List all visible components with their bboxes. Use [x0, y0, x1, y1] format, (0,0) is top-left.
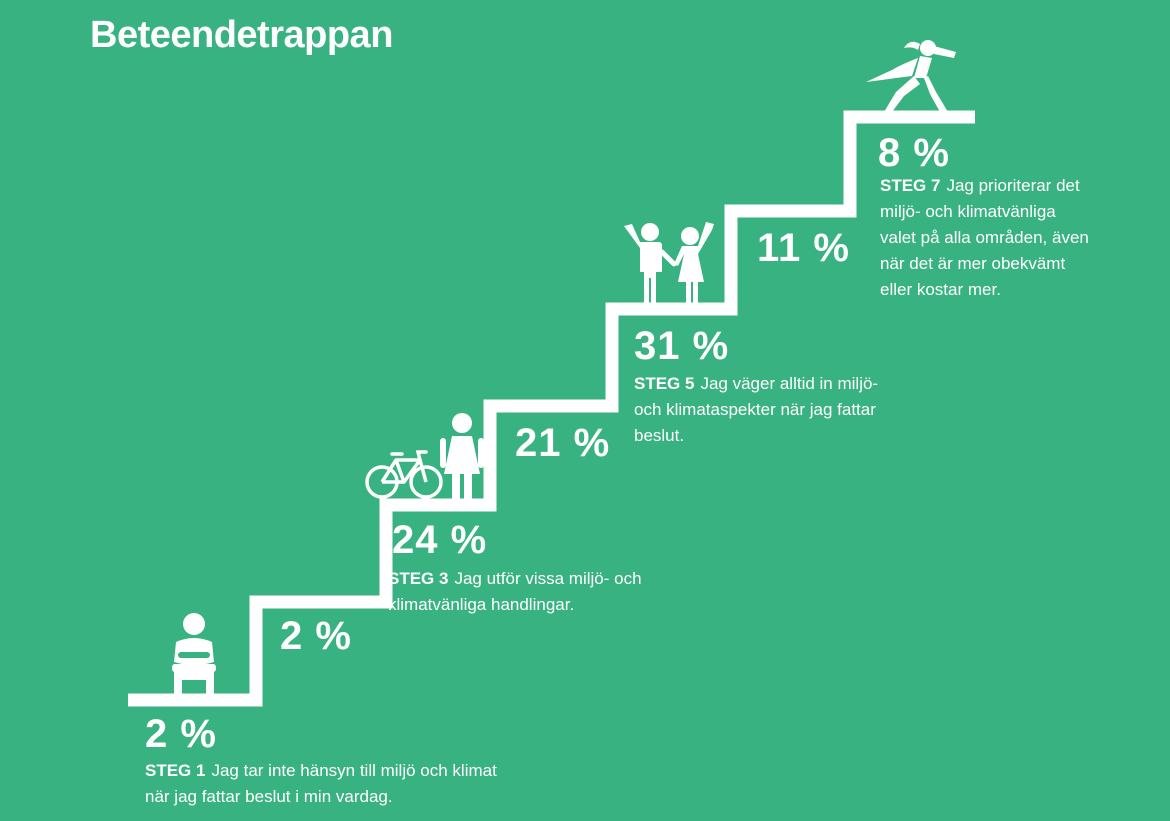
seated-person-icon — [172, 613, 216, 698]
step-7-text: Jag prioriterar det miljö- och klimatvän… — [880, 176, 1089, 299]
step-6-value: 11 % — [757, 226, 850, 270]
step-2-value: 2 % — [280, 614, 352, 658]
bicycle-icon — [365, 450, 443, 499]
page-title: Beteendetrappan — [90, 14, 393, 56]
step-3-value: 24 % — [392, 518, 488, 562]
step-3-label: STEG 3 — [388, 569, 449, 588]
step-1-label: STEG 1 — [145, 761, 206, 780]
step-1-value: 2 % — [145, 712, 217, 756]
step-5-value: 31 % — [634, 324, 730, 368]
step-4-value: 21 % — [515, 421, 611, 465]
staircase-line — [128, 110, 975, 707]
standing-person-icon — [440, 413, 484, 502]
step-7-label: STEG 7 — [880, 176, 941, 195]
step-1-text: Jag tar inte hänsyn till miljö och klima… — [145, 761, 497, 806]
step-3-description: STEG 3 Jag utför vissa miljö- och klimatv… — [388, 566, 668, 618]
step-7-description: STEG 7 Jag prioriterar det miljö- och kli… — [880, 173, 1095, 303]
cheering-couple-icon — [624, 222, 714, 306]
step-5-text: Jag väger alltid in miljö- och klimatasp… — [634, 374, 879, 445]
superhero-icon — [866, 40, 956, 112]
step-3-text: Jag utför vissa miljö- och klimatvänliga… — [388, 569, 642, 614]
step-5-label: STEG 5 — [634, 374, 695, 393]
step-1-description: STEG 1 Jag tar inte hänsyn till miljö och… — [145, 758, 505, 810]
step-5-description: STEG 5 Jag väger alltid in miljö- och kli… — [634, 371, 886, 449]
step-7-value: 8 % — [878, 131, 950, 175]
